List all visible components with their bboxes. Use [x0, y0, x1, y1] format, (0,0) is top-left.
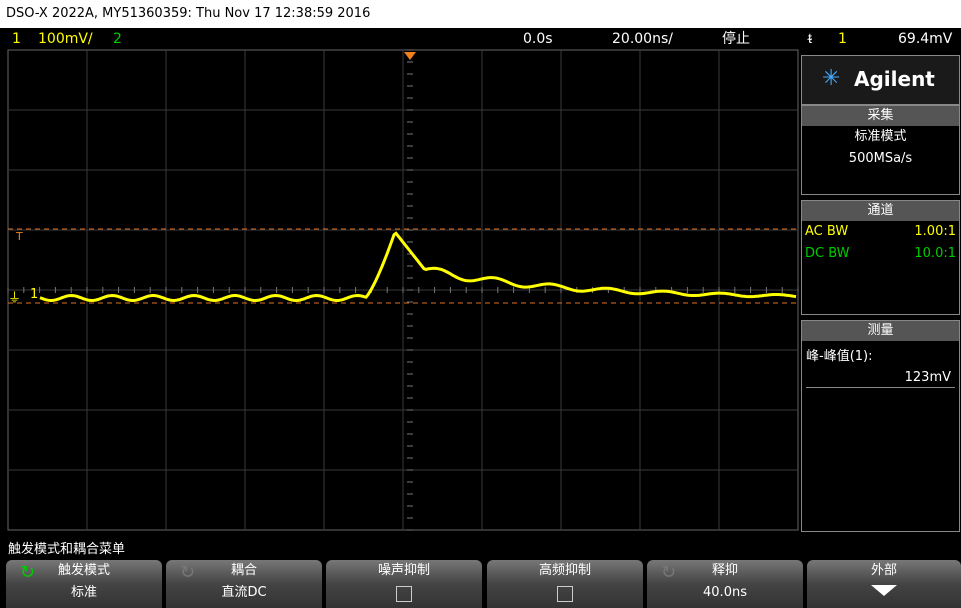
down-arrow	[871, 585, 897, 596]
softkey-icon: ↻	[180, 562, 196, 583]
trigger-level: 69.4mV	[898, 31, 953, 47]
trigger-source: 1	[838, 31, 847, 47]
ch1-label: 1	[12, 31, 21, 47]
softkey[interactable]: ↻ 耦合 直流DC	[166, 560, 322, 608]
header-title: DSO-X 2022A, MY51360359: Thu Nov 17 12:3…	[0, 0, 961, 28]
brand-logo: ✳	[822, 66, 841, 91]
channel-row: AC BW 1.00:1	[802, 221, 959, 243]
channel-label: AC BW	[805, 224, 849, 239]
checkbox	[557, 586, 573, 602]
softkey[interactable]: 高频抑制	[487, 560, 643, 608]
graticule	[7, 49, 799, 531]
brand: Agilent	[854, 67, 935, 91]
time-scale: 20.00ns/	[612, 31, 673, 47]
run-state: 停止	[722, 31, 750, 47]
softkey-icon: ↻	[661, 562, 677, 583]
acquisition-panel: 采集 标准模式 500MSa/s	[801, 105, 960, 195]
measure-value: 123mV	[806, 364, 955, 388]
ch1-scale: 100mV/	[38, 31, 93, 47]
channel-row: DC BW 10.0:1	[802, 243, 959, 265]
measure-label: 峰-峰值(1):	[806, 349, 873, 364]
panel-title: 测量	[802, 321, 959, 341]
softkey[interactable]: ↻ 触发模式 标准	[6, 560, 162, 608]
channel-label: DC BW	[805, 246, 850, 261]
grid	[7, 49, 799, 531]
channels-panel: 通道 AC BW 1.00:1 DC BW 10.0:1	[801, 200, 960, 315]
softkey[interactable]: 噪声抑制	[326, 560, 482, 608]
softkey[interactable]: ↻ 释抑 40.0ns	[647, 560, 803, 608]
panel-title: 采集	[802, 106, 959, 126]
channel-value: 10.0:1	[914, 246, 956, 261]
softkey-value: 40.0ns	[703, 585, 747, 600]
softkey[interactable]: 外部	[807, 560, 961, 608]
menu-title: 触发模式和耦合菜单	[8, 542, 126, 557]
softkey-label: 噪声抑制	[377, 563, 430, 578]
ch1-marker: 1	[30, 287, 39, 302]
ground-marker: ⏚	[8, 291, 22, 306]
panel-title: 通道	[802, 201, 959, 221]
brand-box: ✳ Agilent	[801, 55, 960, 105]
channel-value: 1.00:1	[914, 224, 956, 239]
acq-rate: 500MSa/s	[848, 151, 913, 166]
softkey-label: 耦合	[230, 563, 257, 578]
acq-mode: 标准模式	[854, 129, 907, 144]
ch2-label: 2	[113, 31, 122, 47]
softkey-value: 标准	[70, 585, 97, 600]
softkey-value: 直流DC	[221, 585, 267, 600]
trigger-marker: T	[16, 230, 23, 243]
softkey-label: 外部	[870, 563, 897, 578]
waveform	[39, 231, 797, 303]
softkey-label: 高频抑制	[538, 563, 591, 578]
trigger-pos-marker	[404, 52, 416, 60]
softkey-label: 释抑	[711, 563, 738, 578]
checkbox	[396, 586, 412, 602]
trigger-icon: ᵵ	[808, 31, 812, 47]
time-offset: 0.0s	[523, 31, 553, 47]
softkey-label: 触发模式	[57, 563, 110, 578]
softkey-icon: ↻	[20, 562, 36, 583]
measure-panel: 测量 峰-峰值(1): 123mV	[801, 320, 960, 532]
